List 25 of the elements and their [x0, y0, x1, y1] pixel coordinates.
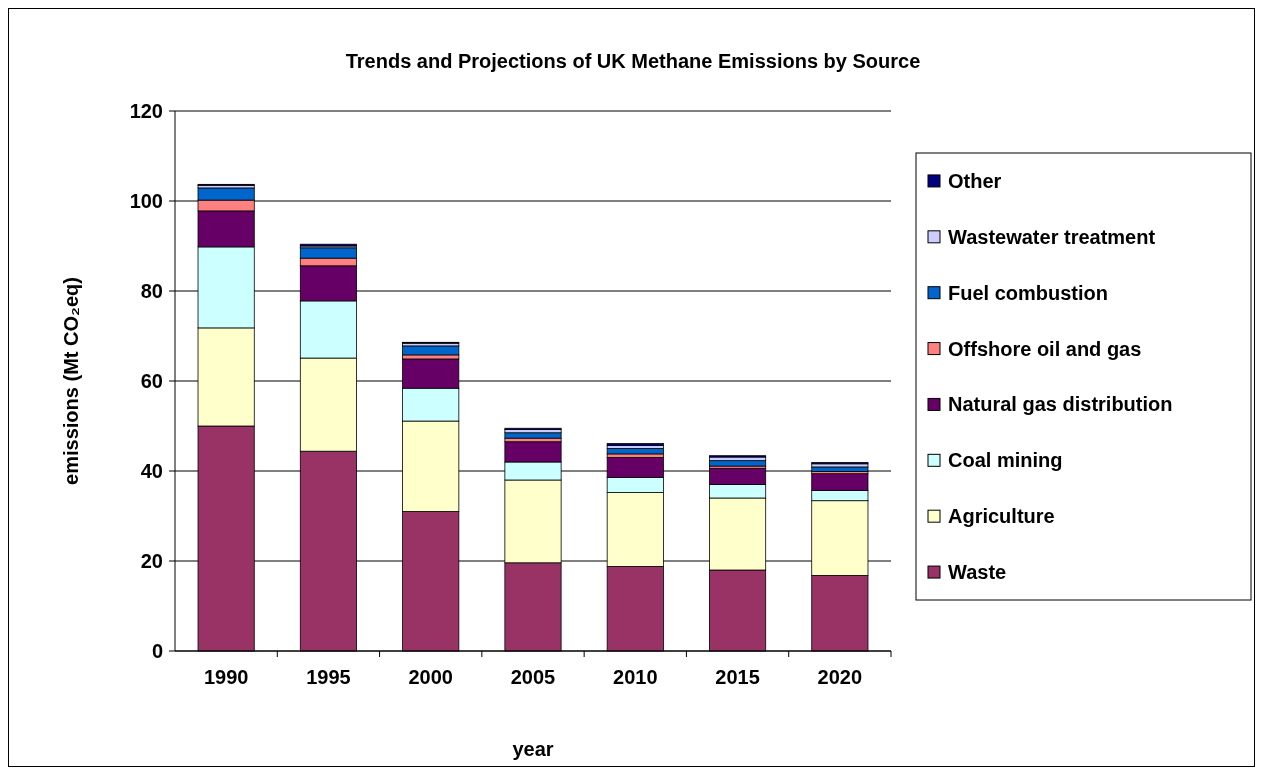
legend-label: Coal mining [948, 449, 1063, 472]
y-tick-label: 120 [129, 100, 163, 122]
y-tick-label: 40 [140, 460, 163, 482]
x-tick-label: 1990 [203, 666, 249, 688]
x-tick-label: 2020 [817, 666, 863, 688]
x-tick-label: 2005 [510, 666, 556, 688]
x-tick-label: 1995 [306, 666, 351, 688]
x-tick-label: 2015 [715, 666, 760, 688]
y-tick-label: 0 [151, 640, 163, 662]
chart-title: Trends and Projections of UK Methane Emissions by Source [345, 50, 921, 72]
y-tick-label: 60 [140, 370, 163, 392]
legend-label: Fuel combustion [948, 281, 1108, 304]
x-tick-label: 2000 [408, 666, 453, 688]
legend-label: Offshore oil and gas [948, 337, 1142, 360]
x-tick-label: 2010 [613, 666, 658, 688]
x-axis-title: year [512, 738, 554, 760]
legend-label: Natural gas distribution [948, 393, 1173, 416]
legend-label: Wastewater treatment [948, 225, 1156, 248]
legend-label: Waste [948, 561, 1007, 584]
legend-label: Agriculture [948, 505, 1055, 528]
legend-label: Other [948, 169, 1002, 192]
y-tick-label: 100 [129, 190, 163, 212]
y-tick-label: 80 [140, 280, 163, 302]
y-axis-title: emissions (Mt CO₂eq) [60, 277, 82, 485]
y-tick-label: 20 [140, 550, 163, 572]
